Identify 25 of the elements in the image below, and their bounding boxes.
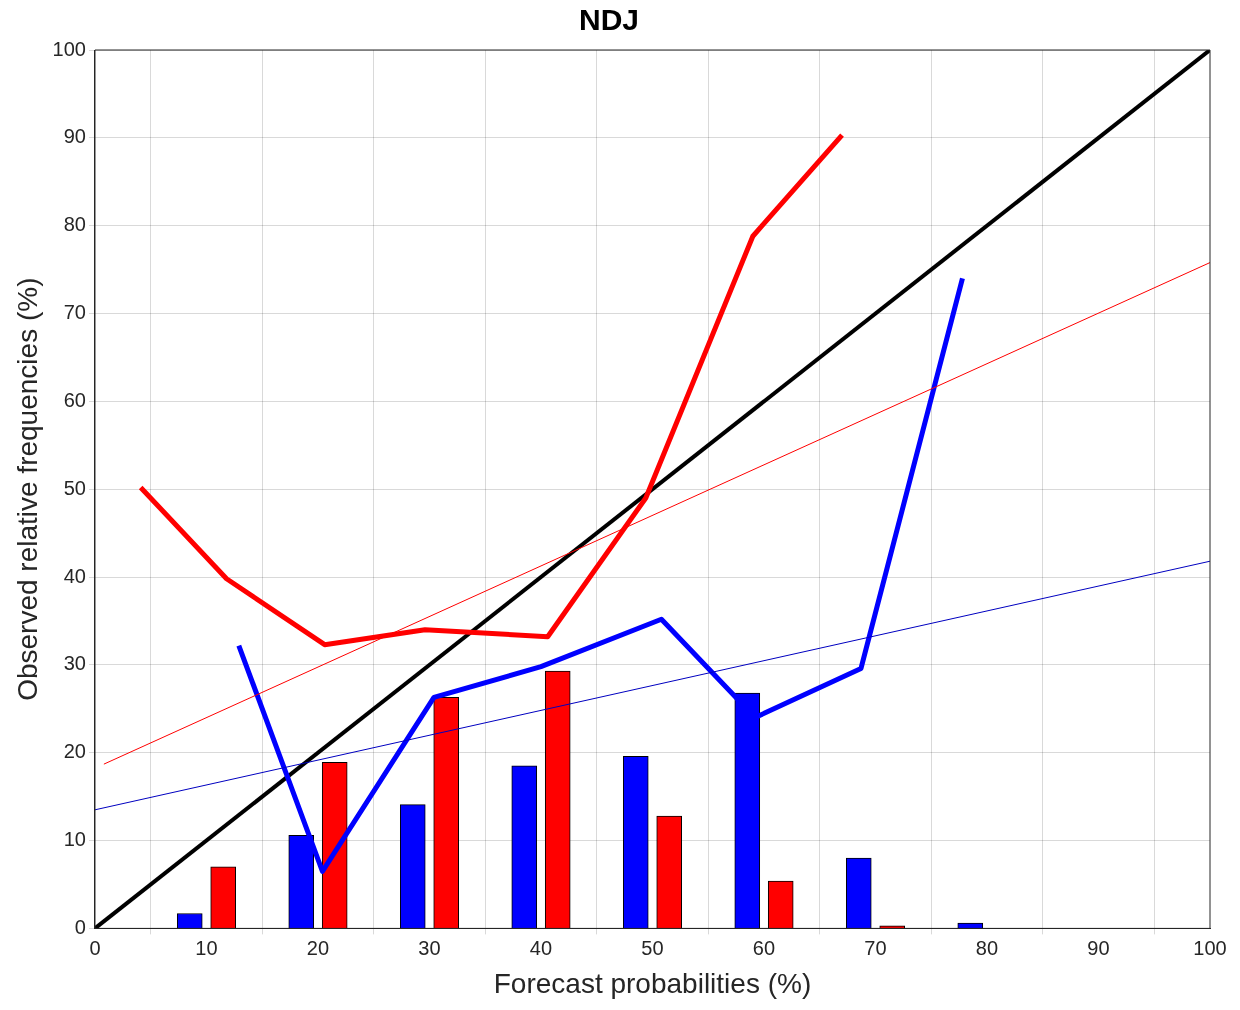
y-tick-label: 50	[63, 476, 86, 499]
x-tick-label: 10	[195, 936, 218, 959]
x-axis-title: Forecast probabilities (%)	[493, 967, 812, 999]
x-tick-label: 50	[641, 936, 664, 959]
y-tick-label: 20	[63, 740, 86, 763]
chart-title: NDJ	[578, 3, 640, 37]
y-tick-label: 100	[52, 37, 86, 60]
y-tick-label: 40	[63, 564, 86, 587]
x-tick-label: 0	[89, 936, 101, 959]
y-tick-label: 60	[63, 388, 86, 411]
y-tick-label: 70	[63, 301, 86, 324]
x-tick-label: 100	[1193, 936, 1227, 959]
x-tick-label: 40	[529, 936, 553, 959]
x-tick-label: 70	[864, 936, 887, 959]
y-tick-label: 80	[63, 213, 86, 236]
y-axis-title: Observed relative frequencies (%)	[11, 277, 43, 701]
y-tick-label: 10	[63, 828, 86, 851]
y-tick-label: 30	[63, 652, 86, 675]
y-tick-label: 90	[63, 125, 86, 148]
x-tick-label: 90	[1087, 936, 1110, 959]
x-tick-label: 20	[306, 936, 330, 959]
x-tick-label: 80	[975, 936, 999, 959]
x-tick-label: 60	[752, 936, 776, 959]
x-tick-label: 30	[418, 936, 441, 959]
y-tick-label: 0	[74, 915, 86, 938]
